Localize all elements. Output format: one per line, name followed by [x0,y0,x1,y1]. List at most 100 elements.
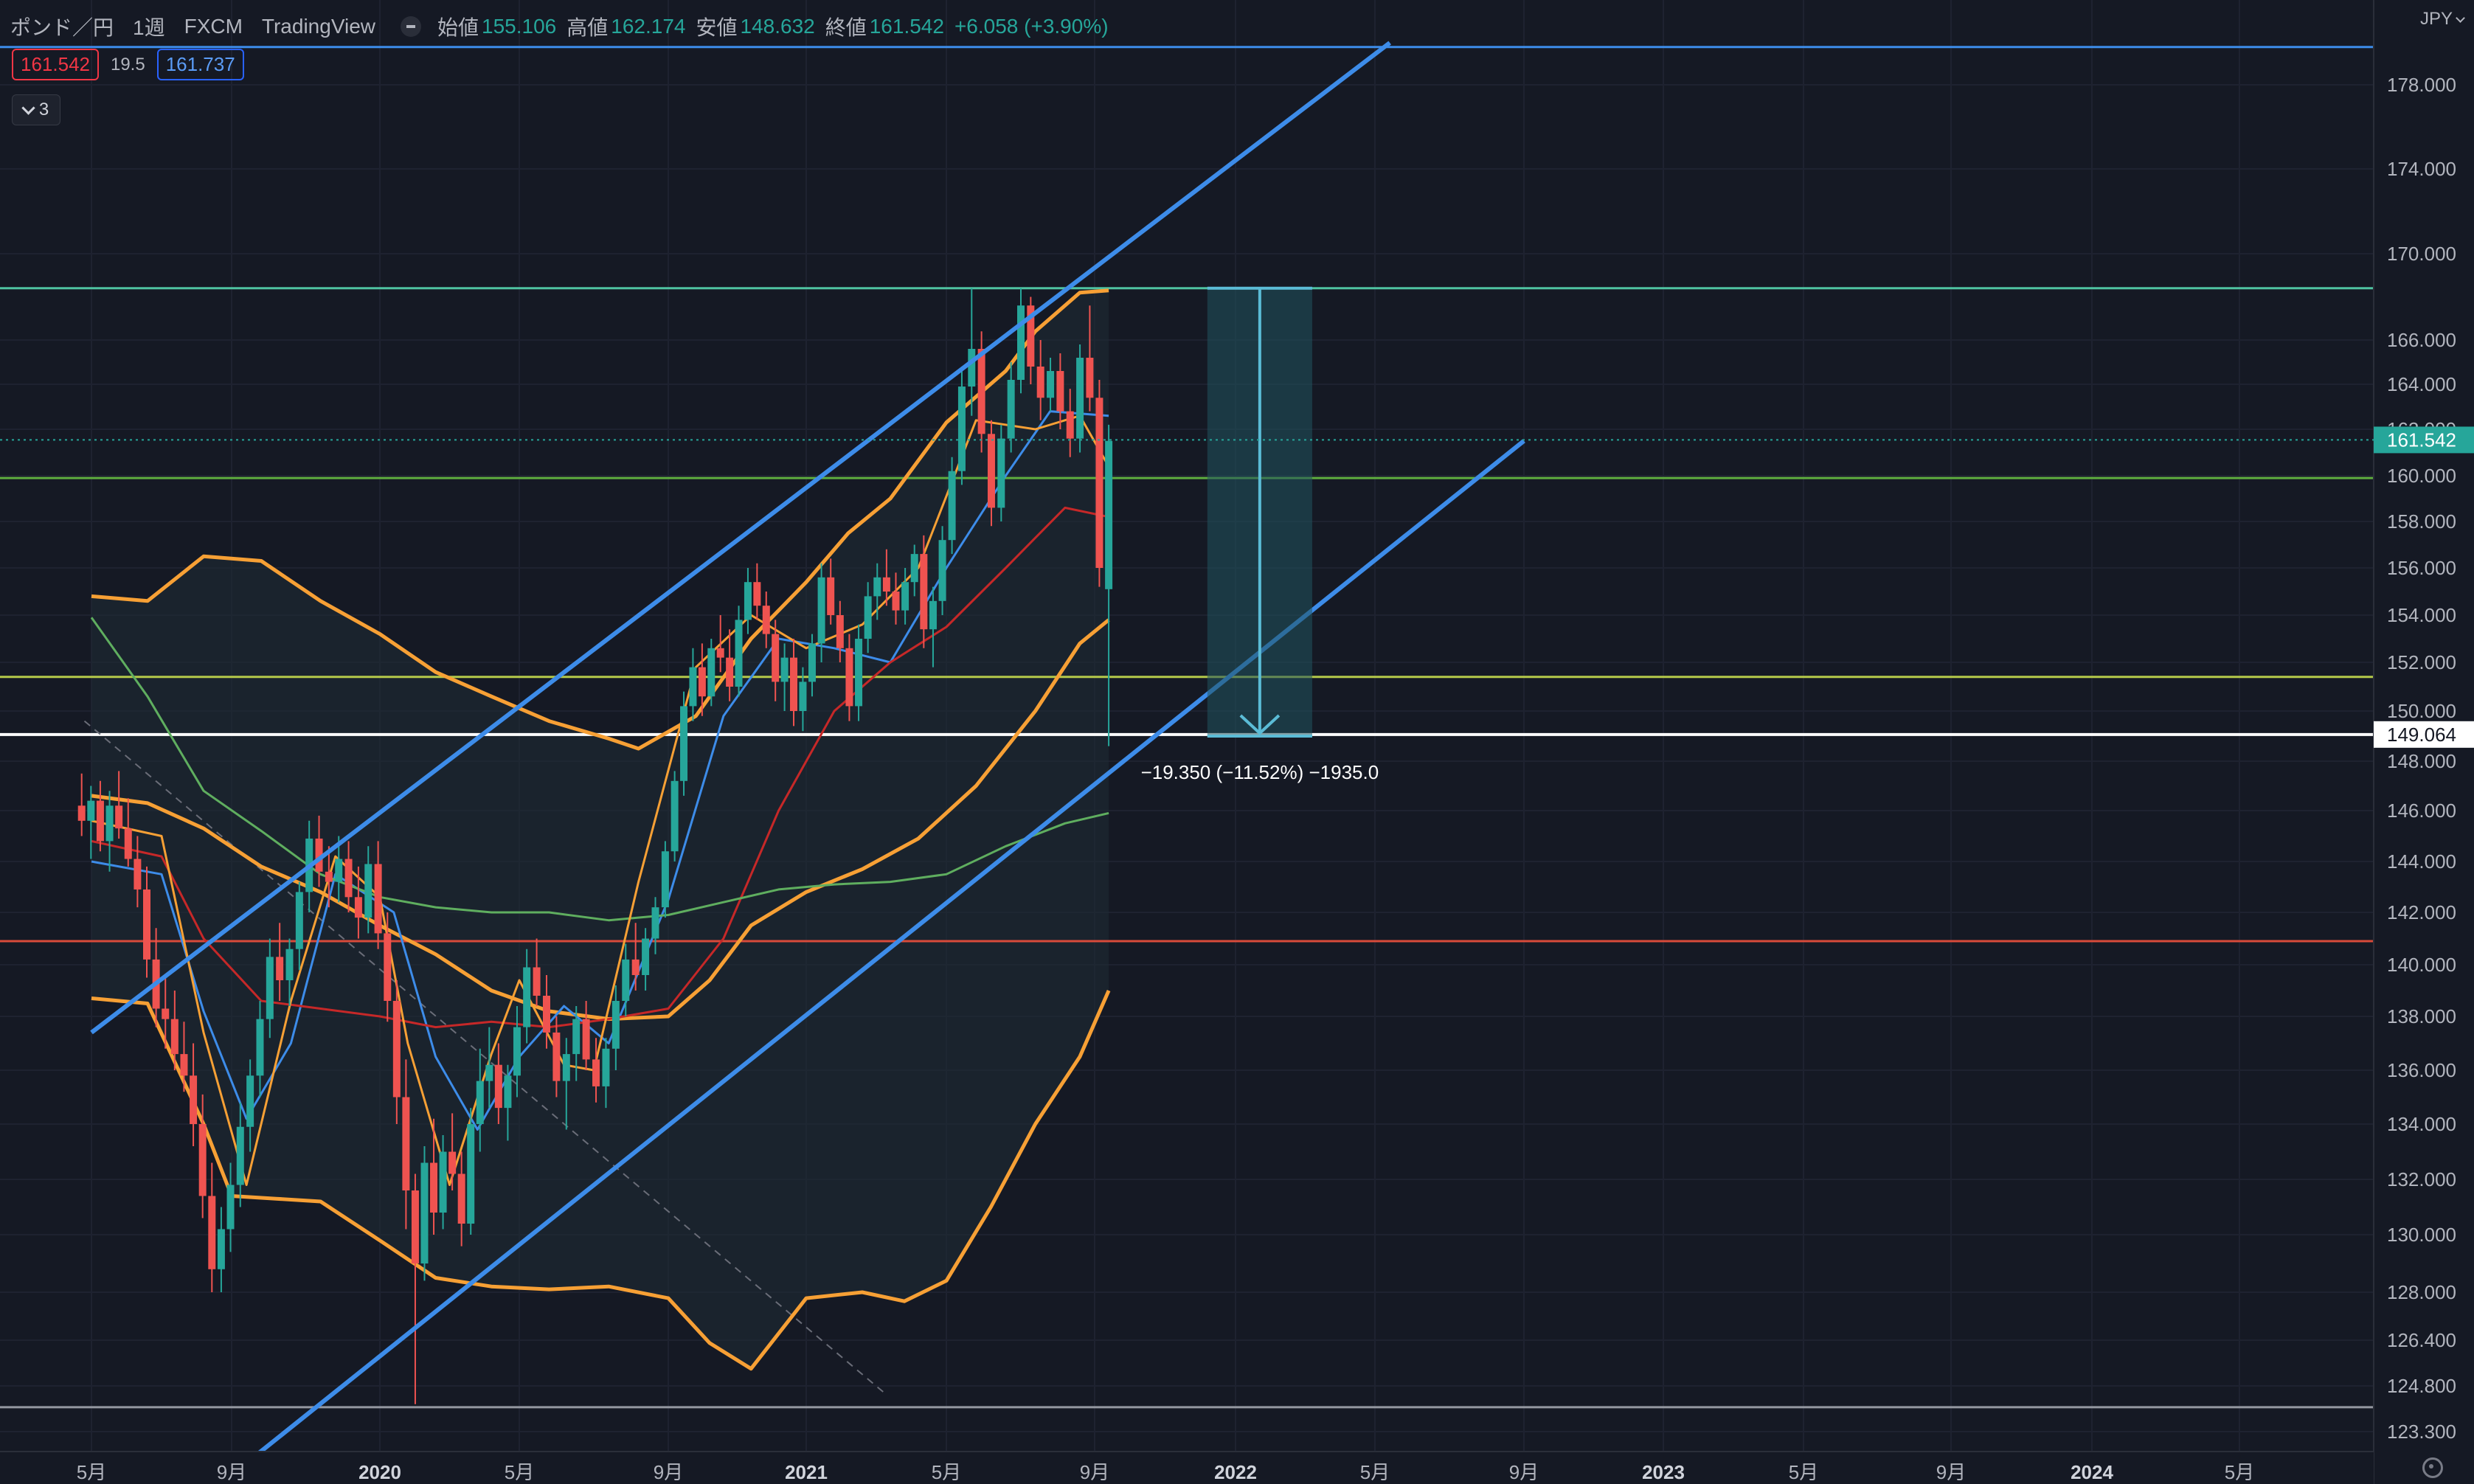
sell-button[interactable]: 161.542 [12,49,99,80]
candle-body [689,667,697,707]
chevron-down-icon [21,100,35,115]
time-axis: 5月 9月 2020 5月 9月 2021 5月 9月 2022 5月 9月 2023 5月 9月 2024… [0,1451,2374,1484]
channel-upper-line [90,41,1392,1035]
candle-body [87,800,95,821]
time-tick-label: 5月 [77,1461,106,1483]
bollinger-middle-line [91,618,1110,1022]
symbol-name[interactable]: ポンド／円 [10,16,114,39]
candle-body [622,959,630,1001]
interval[interactable]: 1週 [133,16,165,39]
spread-value: 19.5 [110,54,145,74]
candle-body [374,864,382,934]
candle-body [845,648,853,707]
horizontal-levels [0,46,2374,1409]
time-tick-label: 5月 [2225,1461,2254,1483]
open-label: 始値 [437,16,479,39]
price-tick-label: 138.000 [2387,1005,2456,1027]
candle-body [467,1124,475,1224]
candle-body [753,582,761,606]
price-tick-label: 140.000 [2387,954,2456,976]
candle-body [938,540,946,601]
candle-body [190,1075,198,1124]
price-tick-label: 124.800 [2387,1375,2456,1397]
candle-body [513,1027,521,1076]
time-tick-label: 5月 [932,1461,961,1483]
high-label: 高値 [566,16,609,39]
price-tick-label: 166.000 [2387,329,2456,351]
candle-body [1027,305,1035,367]
chevron-down-icon [2456,13,2465,23]
price-tick-label: 152.000 [2387,651,2456,673]
candle-body [420,1162,429,1263]
buy-button[interactable]: 161.737 [156,49,244,80]
candle-body [592,1059,600,1086]
candle-body [105,805,114,842]
price-tick-label: 128.000 [2387,1281,2456,1303]
candle-body [873,577,881,597]
time-tick-label: 5月 [1789,1461,1818,1483]
candle-body [780,657,789,682]
eye-icon[interactable] [401,16,422,37]
candle-body [680,706,688,781]
candle-body [631,959,640,975]
time-tick-label: 9月 [1936,1461,1966,1483]
candle-body [494,1064,502,1109]
candle-body [134,859,142,890]
gear-icon[interactable] [2422,1457,2443,1478]
candle-body [698,667,706,697]
candle-body [226,1185,235,1230]
candle-body [115,805,123,829]
measure-arrow-head [1239,714,1281,735]
candle-body [762,606,770,634]
candle-body [142,889,150,960]
indicators-toggle-button[interactable]: 3 [12,94,60,125]
time-tick-label: 2021 [785,1461,828,1483]
bollinger-fill [91,290,1109,1369]
candle-body [124,828,132,859]
symbol-header: ポンド／円 1週 FXCM TradingView 始値 155.106 高値 16… [10,10,1119,43]
candle-body [170,1019,179,1055]
candle-body [523,967,531,1027]
candle-body [772,634,780,682]
candle-body [430,1162,438,1213]
time-tick-label: 5月 [505,1461,534,1483]
candle-body [439,1151,447,1213]
candle-body [817,577,825,644]
price-tick-label: 150.000 [2387,700,2456,722]
moving-averages [90,410,1110,1186]
price-tick-label: 160.000 [2387,465,2456,487]
candle-body [504,1075,512,1109]
time-tick-label: 5月 [1360,1461,1390,1483]
candle-body [448,1151,457,1174]
low-label: 安値 [696,16,738,39]
candle-body [325,871,333,882]
price-tick-label: 156.000 [2387,557,2456,579]
candle-body [642,938,650,975]
price-tick-label: 130.000 [2387,1224,2456,1246]
candles [77,288,1113,1404]
candle-body [1036,367,1044,398]
low-value: 148.632 [740,15,815,38]
candle-body [726,657,734,687]
candle-body [744,582,752,620]
time-tick-label: 2020 [358,1461,401,1483]
candle-body [485,1064,493,1081]
chart-grid [0,0,2374,1452]
candle-body [735,620,743,687]
candle-body [276,957,284,980]
candle-body [864,596,872,639]
bollinger-upper-line [91,288,1109,751]
dashed-trendline-line [83,720,884,1393]
price-tick-label: 146.000 [2387,800,2456,822]
change-value: +6.058 (+3.90%) [954,15,1109,38]
time-tick-label: 9月 [1509,1461,1539,1483]
time-tick-label: 2022 [1214,1461,1257,1483]
candle-body [1066,411,1074,439]
candle-body [882,577,890,592]
candle-body [354,897,362,918]
candle-body [1076,358,1084,439]
currency-selector[interactable]: JPY [2420,9,2465,30]
candle-body [1086,358,1094,398]
